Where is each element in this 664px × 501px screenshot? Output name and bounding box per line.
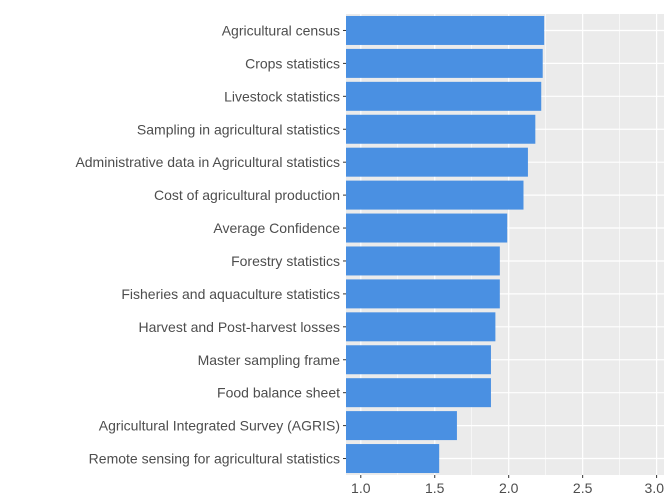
y-tick-label: Livestock statistics	[224, 88, 340, 104]
y-tick-label: Cost of agricultural production	[154, 187, 340, 203]
x-tick-label: 2.5	[573, 480, 593, 496]
bar	[346, 444, 440, 474]
bar	[346, 147, 528, 177]
y-tick-label: Administrative data in Agricultural stat…	[75, 154, 340, 170]
y-tick-label: Harvest and Post-harvest losses	[138, 319, 340, 335]
y-tick-label: Fisheries and aquaculture statistics	[121, 286, 340, 302]
bars	[346, 15, 545, 474]
y-tick-label: Forestry statistics	[231, 253, 340, 269]
y-tick-label: Agricultural census	[222, 22, 340, 38]
y-tick-label: Average Confidence	[213, 220, 340, 236]
y-tick-label: Food balance sheet	[217, 385, 340, 401]
y-tick-label: Agricultural Integrated Survey (AGRIS)	[99, 418, 340, 434]
y-tick-label: Crops statistics	[245, 55, 340, 71]
x-tick-label: 2.0	[499, 480, 519, 496]
bar	[346, 81, 542, 111]
y-tick-label: Sampling in agricultural statistics	[137, 121, 340, 137]
bar	[346, 180, 524, 210]
bar	[346, 279, 500, 309]
bar	[346, 15, 545, 45]
x-tick-label: 3.0	[645, 480, 664, 496]
y-axis: Agricultural census Crops statistics Lives…	[75, 22, 346, 467]
bar	[346, 48, 543, 78]
y-tick-label: Remote sensing for agricultural statisti…	[89, 451, 340, 467]
bar	[346, 114, 536, 144]
bar	[346, 213, 508, 243]
bar	[346, 378, 491, 408]
x-tick-label: 1.5	[425, 480, 445, 496]
bar	[346, 312, 496, 342]
x-tick-label: 1.0	[351, 480, 371, 496]
x-axis: 1.0 1.5 2.0 2.5 3.0	[351, 475, 664, 496]
bar	[346, 411, 457, 441]
bar	[346, 246, 500, 276]
y-tick-label: Master sampling frame	[198, 352, 341, 368]
bar	[346, 345, 491, 375]
